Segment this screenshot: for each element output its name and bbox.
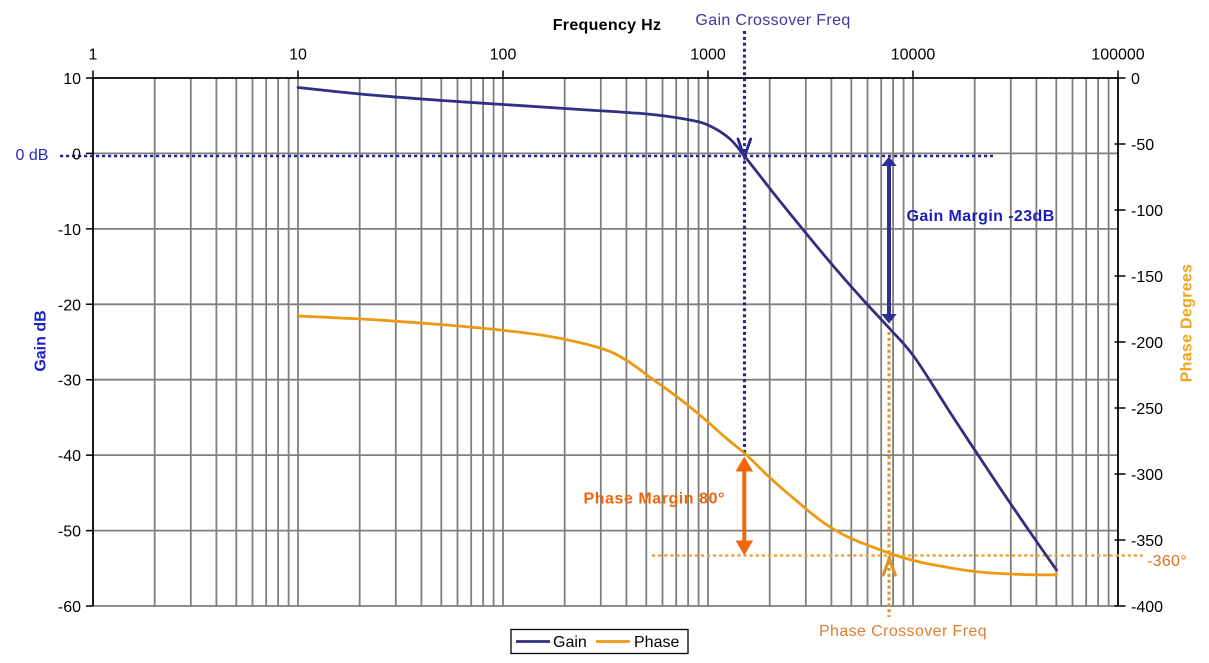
svg-text:100000: 100000 bbox=[1091, 47, 1144, 64]
svg-text:100: 100 bbox=[490, 47, 517, 64]
svg-text:Frequency Hz: Frequency Hz bbox=[553, 17, 662, 34]
svg-text:-300: -300 bbox=[1131, 467, 1163, 484]
svg-text:Gain Crossover Freq: Gain Crossover Freq bbox=[695, 12, 850, 29]
svg-text:0: 0 bbox=[72, 146, 81, 163]
svg-text:Phase Degrees: Phase Degrees bbox=[1179, 264, 1196, 383]
svg-text:Gain dB: Gain dB bbox=[33, 310, 50, 371]
svg-text:-150: -150 bbox=[1131, 269, 1163, 286]
svg-text:Phase: Phase bbox=[634, 634, 679, 651]
svg-text:10000: 10000 bbox=[891, 47, 936, 64]
svg-text:-360°: -360° bbox=[1147, 553, 1187, 570]
svg-text:-10: -10 bbox=[58, 222, 81, 239]
svg-text:Phase Margin 80°: Phase Margin 80° bbox=[584, 491, 725, 508]
svg-text:-50: -50 bbox=[58, 524, 81, 541]
svg-text:-30: -30 bbox=[58, 373, 81, 390]
svg-text:-200: -200 bbox=[1131, 335, 1163, 352]
svg-text:-400: -400 bbox=[1131, 599, 1163, 616]
svg-text:-20: -20 bbox=[58, 297, 81, 314]
svg-text:-40: -40 bbox=[58, 448, 81, 465]
svg-text:-350: -350 bbox=[1131, 533, 1163, 550]
svg-text:0 dB: 0 dB bbox=[16, 147, 49, 164]
svg-text:1: 1 bbox=[89, 47, 98, 64]
svg-text:-60: -60 bbox=[58, 599, 81, 616]
svg-text:-250: -250 bbox=[1131, 401, 1163, 418]
svg-text:Phase Crossover Freq: Phase Crossover Freq bbox=[819, 623, 987, 640]
svg-text:Gain Margin -23dB: Gain Margin -23dB bbox=[907, 208, 1055, 225]
svg-text:-50: -50 bbox=[1131, 137, 1154, 154]
svg-text:1000: 1000 bbox=[690, 47, 726, 64]
svg-text:0: 0 bbox=[1131, 71, 1140, 88]
svg-text:Gain: Gain bbox=[553, 634, 587, 651]
svg-text:-100: -100 bbox=[1131, 203, 1163, 220]
svg-text:10: 10 bbox=[63, 71, 81, 88]
svg-text:10: 10 bbox=[289, 47, 307, 64]
